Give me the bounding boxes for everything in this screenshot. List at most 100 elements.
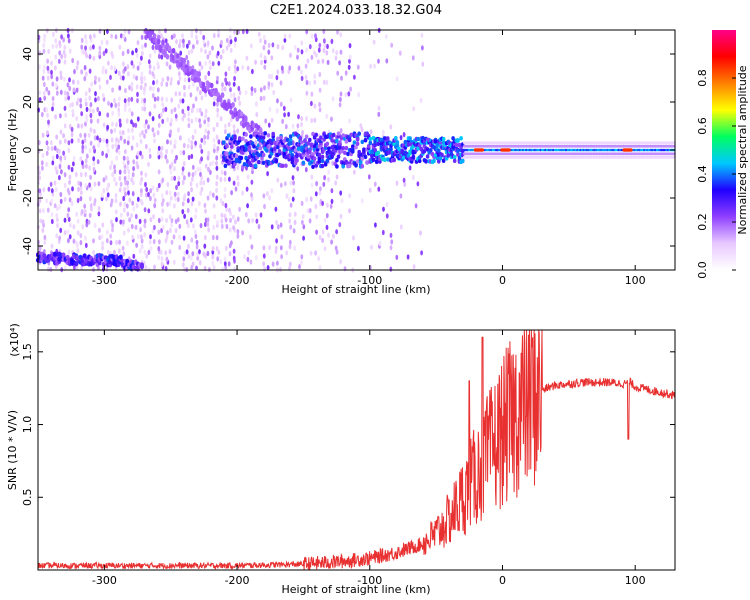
- spectrogram-cell: [126, 240, 129, 246]
- spectrogram-cell: [84, 97, 88, 103]
- spectrogram-cell: [174, 91, 178, 97]
- spectrogram-cell: [506, 148, 511, 152]
- spectrogram-cell: [126, 211, 130, 217]
- spectrogram-cell: [406, 254, 410, 260]
- spectrogram-cell: [126, 184, 129, 190]
- spectrogram-cell: [70, 138, 74, 144]
- spectrogram-cell: [139, 227, 143, 233]
- spectrogram-xtick-label: -100: [357, 274, 382, 287]
- spectrogram-cell: [147, 124, 150, 130]
- spectrogram-cell: [408, 136, 412, 141]
- spectrogram-cell: [98, 235, 102, 241]
- spectrogram-cell: [194, 140, 198, 146]
- spectrogram-cell: [257, 159, 261, 165]
- spectrogram-cell: [148, 69, 152, 75]
- colorbar-tick-label: 0.8: [696, 69, 709, 87]
- spectrogram-cell: [130, 81, 134, 87]
- spectrogram-cell: [232, 180, 236, 186]
- spectrogram-cell: [153, 138, 157, 144]
- spectrogram-cell: [195, 39, 199, 45]
- spectrogram-cell: [310, 33, 314, 39]
- spectrogram-cell: [85, 153, 89, 159]
- spectrogram-cell: [260, 59, 263, 66]
- snr-plot-area: [38, 330, 675, 570]
- spectrogram-cell: [70, 166, 74, 173]
- spectrogram-cell: [89, 107, 92, 113]
- spectrogram-cell: [228, 251, 232, 257]
- spectrogram-cell: [71, 108, 75, 114]
- spectrogram-cell: [276, 260, 279, 266]
- spectrogram-cell: [262, 193, 266, 199]
- spectrogram-cell: [339, 213, 343, 219]
- spectrogram-cell: [168, 200, 172, 206]
- spectrogram-cell: [207, 150, 211, 156]
- spectrogram-cell: [305, 90, 309, 96]
- spectrogram-cell: [208, 50, 212, 56]
- spectrogram-cell: [263, 85, 266, 91]
- spectrogram-cell: [58, 175, 61, 181]
- spectrogram-cell: [58, 50, 62, 56]
- spectrogram-cell: [101, 245, 104, 251]
- spectrogram-cell: [139, 191, 143, 198]
- spectrogram-cell: [213, 143, 216, 149]
- spectrogram-cell: [317, 59, 320, 65]
- spectrogram-cell: [67, 33, 70, 39]
- spectrogram-cell: [186, 207, 190, 214]
- spectrogram-cell: [169, 139, 173, 146]
- spectrogram-cell: [84, 242, 88, 248]
- spectrogram-cell: [123, 66, 127, 72]
- spectrogram-cell: [285, 193, 289, 199]
- spectrogram-cell: [62, 49, 66, 56]
- spectrogram-cell: [181, 170, 185, 176]
- spectrogram-cell: [386, 157, 390, 162]
- spectrogram-cell: [181, 108, 185, 114]
- spectrogram-cell: [182, 150, 186, 156]
- spectrogram-cell: [327, 232, 330, 238]
- spectrogram-cell: [229, 39, 233, 45]
- spectrogram-cell: [452, 155, 457, 160]
- spectrogram-cell: [382, 206, 385, 212]
- spectrogram-cell: [204, 113, 208, 119]
- spectrogram-cell: [247, 250, 251, 256]
- spectrogram-cell: [386, 136, 390, 141]
- spectrogram-cell: [96, 159, 100, 165]
- spectrogram-cell: [143, 218, 147, 224]
- spectrogram-cell: [219, 54, 223, 60]
- spectrogram-cell: [300, 69, 303, 75]
- spectrogram-cell: [98, 137, 102, 143]
- spectrogram-cell: [233, 266, 237, 272]
- spectrogram-cell: [229, 217, 232, 223]
- spectrogram-cell: [110, 33, 113, 39]
- spectrogram-cell: [117, 149, 121, 155]
- spectrogram-cell: [50, 243, 54, 249]
- spectrogram-cell: [338, 222, 342, 228]
- spectrogram-cell: [323, 38, 326, 44]
- spectrogram-cell: [105, 186, 109, 192]
- spectrogram-cell: [399, 224, 403, 230]
- spectrogram-cell: [212, 33, 216, 39]
- spectrogram-cell: [327, 169, 331, 175]
- spectrogram-cell: [377, 58, 380, 64]
- spectrogram-cell: [149, 188, 153, 194]
- spectrogram-cell: [348, 208, 351, 214]
- spectrogram-cell: [62, 37, 65, 43]
- spectrogram-cell: [136, 91, 139, 97]
- spectrogram-cell: [398, 50, 402, 56]
- spectrogram-cell: [43, 239, 47, 246]
- spectrogram-cell: [372, 39, 376, 45]
- spectrogram-cell: [268, 106, 272, 112]
- spectrogram-cell: [216, 219, 220, 225]
- spectrogram-cell: [183, 193, 187, 199]
- spectrogram-cell: [336, 29, 339, 35]
- spectrogram-cell: [51, 96, 55, 102]
- spectrogram-cell: [280, 254, 283, 260]
- spectrogram-cell: [306, 141, 311, 146]
- spectrogram-cell: [102, 177, 106, 183]
- spectrogram-cell: [319, 186, 322, 192]
- spectrogram-cell: [93, 79, 97, 85]
- spectrogram-cell: [144, 128, 148, 134]
- spectrogram-cell: [139, 150, 142, 156]
- spectrogram-cell: [165, 234, 169, 240]
- spectrogram-cell: [378, 241, 382, 247]
